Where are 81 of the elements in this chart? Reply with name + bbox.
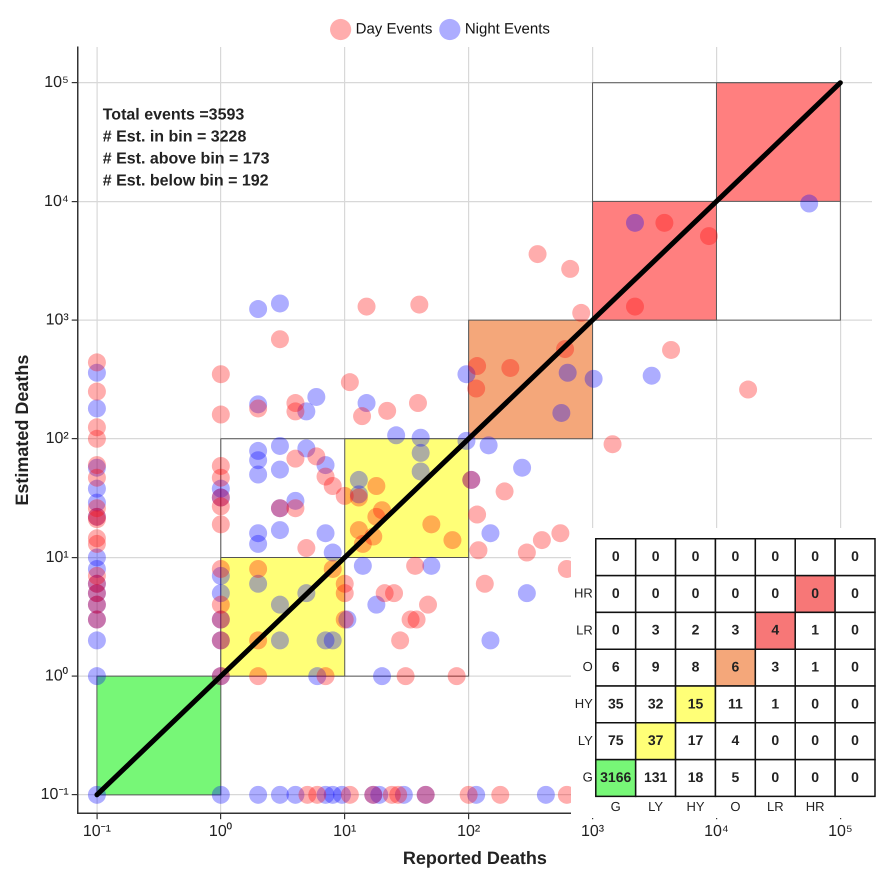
data-label: 6 bbox=[612, 658, 620, 674]
data-label: 0 bbox=[811, 548, 820, 564]
data-label: 3 bbox=[771, 658, 780, 674]
data-label: 15 bbox=[688, 695, 704, 712]
annotation: # Est. in bin = 3228 bbox=[102, 128, 246, 146]
data-label: 0 bbox=[851, 548, 860, 564]
data-label: 9 bbox=[652, 658, 660, 674]
data-label: 17 bbox=[688, 732, 704, 748]
data-label: 0 bbox=[612, 622, 620, 638]
data-label: 1 bbox=[811, 658, 820, 674]
data-label: 0 bbox=[851, 732, 860, 748]
data-label: 0 bbox=[851, 658, 860, 674]
y-tick-label: LY bbox=[578, 732, 594, 748]
data-label: 0 bbox=[771, 584, 780, 601]
data-label: 32 bbox=[648, 695, 664, 712]
data-label: 0 bbox=[692, 584, 700, 601]
data-label: 5 bbox=[731, 768, 740, 785]
y-axis-title: Estimated Deaths bbox=[12, 354, 32, 506]
y-tick-label: G bbox=[582, 770, 593, 785]
data-label: 0 bbox=[731, 584, 740, 601]
data-label: 75 bbox=[608, 732, 624, 748]
x-tick-label: 10⁻¹ bbox=[82, 823, 111, 840]
data-label: 0 bbox=[811, 768, 820, 785]
annotation: Total events =3593 bbox=[102, 106, 244, 124]
data-label: 37 bbox=[648, 732, 664, 748]
data-label: 0 bbox=[771, 732, 780, 748]
data-label: 0 bbox=[612, 548, 620, 564]
annotation: # Est. below bin = 192 bbox=[102, 172, 269, 190]
x-tick-label: LY bbox=[648, 798, 664, 814]
x-tick-label: 10¹ bbox=[333, 823, 356, 840]
data-label: 3 bbox=[731, 622, 740, 638]
y-tick-label: 10⁰ bbox=[44, 666, 69, 685]
y-tick-label: 10⁵ bbox=[44, 74, 69, 92]
data-label: 0 bbox=[771, 548, 780, 564]
data-label: 18 bbox=[688, 768, 704, 785]
legend-label: Night Events bbox=[464, 20, 550, 38]
data-label: 1 bbox=[811, 622, 820, 638]
data-label: 131 bbox=[644, 768, 668, 785]
x-tick-label: G bbox=[610, 798, 621, 814]
x-tick-label: 10⁴ bbox=[704, 823, 729, 840]
data-label: 2 bbox=[692, 622, 700, 638]
data-label: 35 bbox=[608, 695, 624, 712]
legend-label: Day Events bbox=[356, 20, 432, 38]
x-tick-label: HY bbox=[686, 798, 705, 814]
data-label: 0 bbox=[851, 695, 860, 712]
x-tick-label: 10⁰ bbox=[208, 822, 233, 840]
data-label: 6 bbox=[731, 658, 740, 674]
annotation: # Est. above bin = 173 bbox=[102, 150, 270, 168]
data-label: 0 bbox=[731, 548, 740, 564]
y-tick-label: 10⁴ bbox=[44, 192, 69, 210]
data-label: 4 bbox=[731, 732, 740, 748]
data-label: 0 bbox=[771, 768, 780, 785]
y-tick-label: 10² bbox=[46, 430, 70, 448]
data-label: 11 bbox=[728, 695, 743, 712]
x-tick-label: LR bbox=[766, 798, 784, 814]
data-label: 0 bbox=[811, 584, 820, 601]
data-label: 0 bbox=[811, 695, 820, 712]
y-tick-label: HR bbox=[574, 586, 593, 601]
data-label: 0 bbox=[612, 584, 620, 601]
data-label: 4 bbox=[771, 622, 780, 638]
y-tick-label: 10³ bbox=[46, 311, 70, 328]
data-label: 0 bbox=[692, 548, 700, 564]
data-label: 0 bbox=[851, 622, 860, 638]
x-tick-label: 10² bbox=[457, 823, 481, 840]
y-tick-label: HY bbox=[574, 696, 594, 711]
x-axis-title: Reported Deaths bbox=[402, 848, 547, 868]
y-tick-label: 10¹ bbox=[46, 548, 69, 566]
data-label: 3 bbox=[652, 622, 660, 638]
x-tick-label: HR bbox=[806, 798, 825, 814]
y-tick-label: LR bbox=[576, 622, 593, 638]
x-tick-label: O bbox=[730, 798, 740, 814]
data-label: 0 bbox=[851, 584, 860, 601]
data-label: 3166 bbox=[600, 768, 632, 785]
data-label: 0 bbox=[652, 584, 660, 601]
y-tick-label: O bbox=[582, 659, 593, 674]
x-tick-label: 10⁵ bbox=[828, 823, 853, 840]
data-label: 0 bbox=[851, 768, 860, 785]
data-label: 8 bbox=[692, 658, 700, 674]
data-label: 0 bbox=[652, 548, 660, 564]
data-label: 0 bbox=[811, 732, 820, 748]
data-label: 1 bbox=[771, 695, 780, 712]
